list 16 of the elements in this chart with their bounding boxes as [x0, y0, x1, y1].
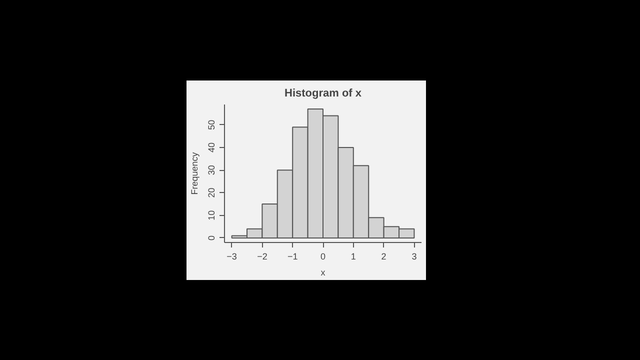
x-tick-label: 0 — [320, 252, 326, 262]
y-tick-label: 20 — [206, 188, 216, 198]
x-tick-label: −1 — [287, 252, 298, 262]
chart-title: Histogram of x — [284, 88, 362, 100]
y-tick-label: 30 — [206, 165, 216, 176]
x-tick-label: 1 — [350, 252, 356, 262]
x-axis-title: x — [320, 268, 326, 278]
y-tick-label: 40 — [206, 142, 216, 152]
y-tick-label: 0 — [206, 235, 216, 240]
x-tick-label: 3 — [412, 252, 417, 262]
y-tick-label: 50 — [206, 120, 216, 130]
y-axis-title: Frequency — [190, 152, 200, 195]
x-tick-label: −3 — [226, 252, 237, 262]
x-tick-label: 2 — [381, 252, 386, 262]
y-tick-label: 10 — [206, 210, 216, 220]
x-tick-label: −2 — [257, 252, 268, 262]
